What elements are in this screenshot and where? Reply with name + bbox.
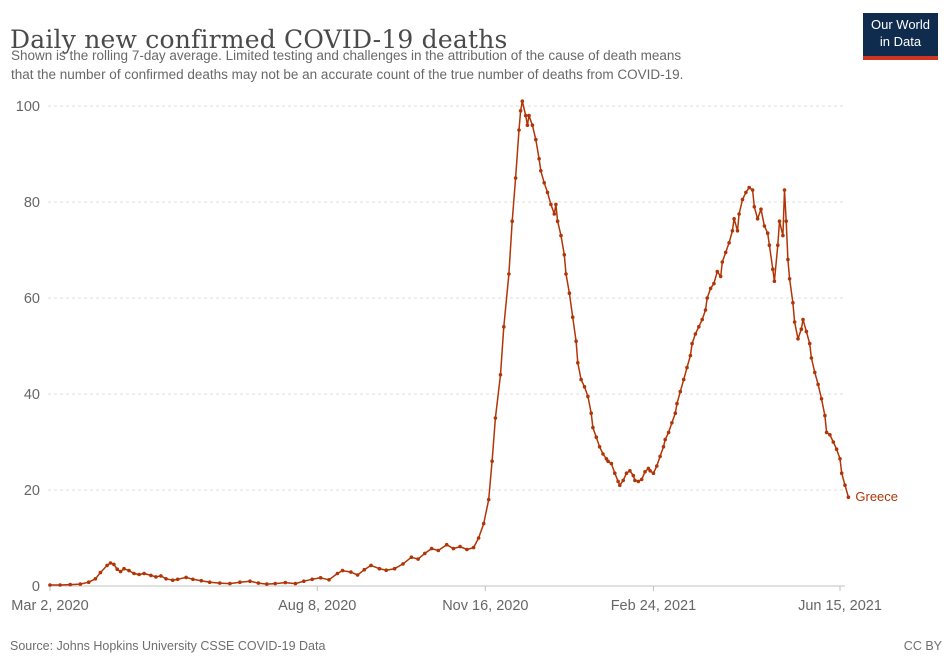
subtitle-line: that the number of confirmed deaths may … (11, 67, 684, 83)
y-tick-label: 60 (24, 291, 40, 307)
logo-text-line: in Data (879, 33, 922, 49)
x-axis-ticks (49, 586, 841, 591)
chart-canvas: 0 20 40 60 80 100 Mar 2, 2020 Aug 8, 2020 Nov 16… (11, 99, 898, 614)
license-link[interactable]: CC BY (903, 639, 942, 653)
chart-footer: Source: Johns Hopkins University CSSE CO… (0, 635, 952, 665)
y-tick-label: 20 (24, 483, 40, 499)
y-tick-label: 0 (32, 579, 40, 595)
x-tick-label: Mar 2, 2020 (11, 598, 88, 614)
y-axis-labels: 0 20 40 60 80 100 (16, 99, 40, 595)
entity-label[interactable]: Greece (855, 489, 898, 504)
y-gridlines (48, 105, 845, 491)
source-note: Source: Johns Hopkins University CSSE CO… (10, 639, 326, 653)
series-points[interactable] (48, 99, 851, 587)
series-line (50, 100, 850, 586)
x-tick-label: Nov 16, 2020 (442, 598, 528, 614)
chart-subtitle: Shown is the rolling 7-day average. Limi… (11, 46, 683, 84)
subtitle-line: Shown is the rolling 7-day average. Limi… (11, 48, 682, 63)
x-tick-label: Aug 8, 2020 (278, 598, 356, 614)
x-axis-labels: Mar 2, 2020 Aug 8, 2020 Nov 16, 2020 Feb 24… (11, 598, 882, 614)
x-tick-label: Feb 24, 2021 (611, 598, 696, 614)
owid-logo[interactable]: Our World in Data (863, 13, 938, 60)
logo-text-line: Our World (871, 17, 930, 32)
y-tick-label: 80 (24, 195, 40, 211)
x-tick-label: Jun 15, 2021 (798, 598, 882, 614)
y-tick-label: 40 (24, 387, 40, 403)
page-title: Daily new confirmed COVID-19 deaths (10, 24, 508, 54)
y-tick-label: 100 (16, 99, 40, 115)
